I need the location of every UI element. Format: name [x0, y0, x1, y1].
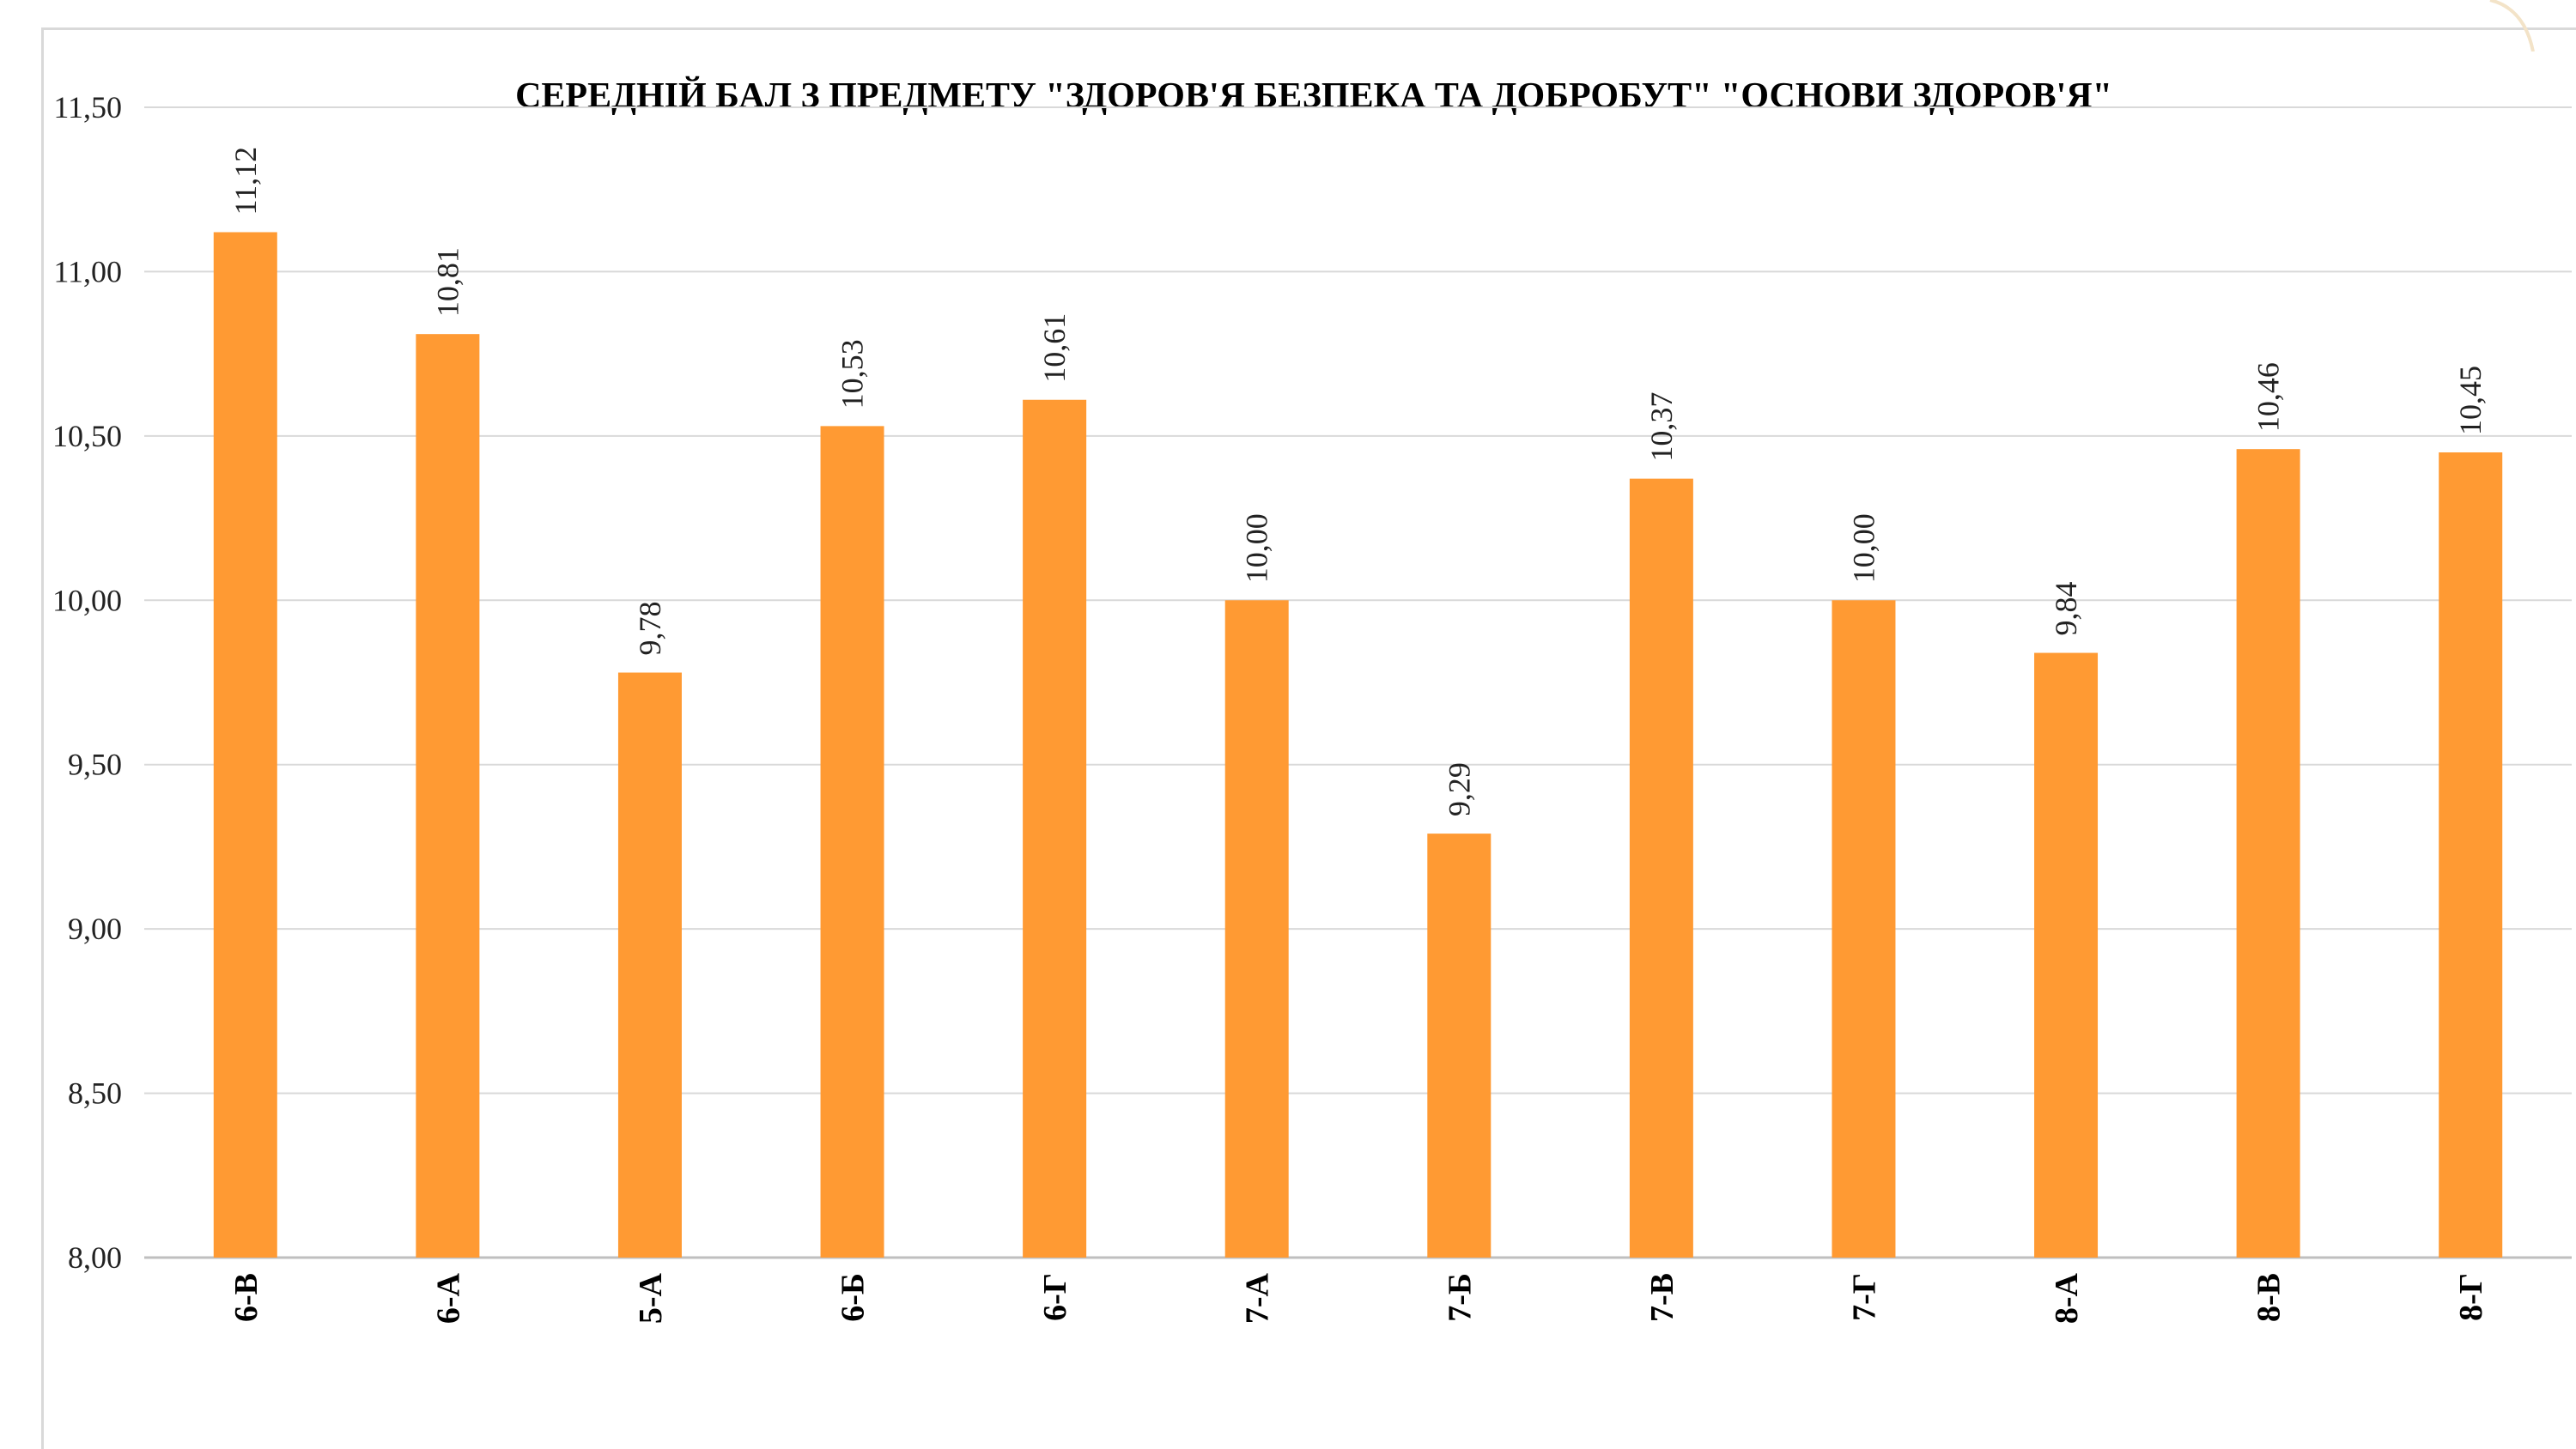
bar: [2236, 449, 2300, 1258]
data-label: 9,78: [633, 602, 667, 656]
category-label: 6-Б: [835, 1273, 872, 1322]
bar: [1023, 399, 1087, 1258]
corner-decoration: [2489, 0, 2535, 52]
bars: [213, 232, 2503, 1258]
y-tick-label: 11,00: [53, 254, 122, 288]
data-label: 11,12: [228, 147, 263, 215]
data-labels: 11,12 10,81 9,78 10,53 10,61 10,00 9,29 10,37 10…: [228, 147, 2488, 816]
y-tick-label: 8,50: [68, 1076, 122, 1111]
data-label: 10,61: [1037, 313, 1072, 383]
data-label: 10,81: [430, 247, 465, 317]
data-label: 9,29: [1442, 762, 1476, 816]
data-label: 10,53: [835, 339, 870, 409]
category-label: 7-Г: [1846, 1273, 1882, 1321]
bar: [2439, 452, 2503, 1258]
y-tick-label: 11,50: [53, 90, 122, 124]
data-label: 10,45: [2453, 366, 2488, 435]
bar: [1224, 600, 1289, 1258]
bar: [1629, 478, 1693, 1258]
data-label: 9,84: [2049, 582, 2083, 636]
gridlines: [144, 106, 2572, 1259]
bar: [213, 232, 277, 1258]
chart-title: СЕРЕДНІЙ БАЛ З ПРЕДМЕТУ "ЗДОРОВ'Я БЕЗПЕК…: [515, 76, 2112, 116]
data-label: 10,37: [1644, 392, 1679, 462]
bar: [617, 672, 682, 1258]
y-tick-label: 10,00: [52, 583, 122, 617]
category-label: 8-А: [2049, 1272, 2085, 1324]
bar: [2034, 652, 2099, 1258]
category-label: 7-Б: [1442, 1273, 1478, 1322]
category-label: 6-В: [228, 1273, 264, 1322]
y-tick-label: 9,50: [68, 748, 122, 782]
category-label: 8-Г: [2453, 1273, 2489, 1321]
y-tick-label: 9,00: [68, 912, 122, 946]
data-label: 10,00: [1240, 513, 1274, 583]
category-label: 6-А: [430, 1272, 466, 1324]
bar: [820, 426, 884, 1258]
y-axis-ticks: 8,00 8,50 9,00 9,50 10,00 10,50 11,00 11,50: [52, 90, 122, 1275]
category-label: 8-В: [2251, 1273, 2287, 1322]
data-label: 10,00: [1846, 513, 1880, 583]
category-label: 5-А: [633, 1272, 669, 1324]
data-label: 10,46: [2251, 362, 2286, 432]
category-label: 6-Г: [1037, 1273, 1073, 1321]
category-label: 7-В: [1644, 1273, 1680, 1322]
bar: [1427, 834, 1492, 1258]
bar: [416, 334, 480, 1258]
category-label: 7-А: [1240, 1272, 1276, 1324]
bar: [1832, 600, 1896, 1258]
category-labels: 6-В 6-А 5-А 6-Б 6-Г 7-А 7-Б 7-В 7-Г 8-А 8-В 8-Г: [228, 1272, 2489, 1324]
y-tick-label: 8,00: [68, 1240, 122, 1275]
y-tick-label: 10,50: [52, 419, 122, 453]
